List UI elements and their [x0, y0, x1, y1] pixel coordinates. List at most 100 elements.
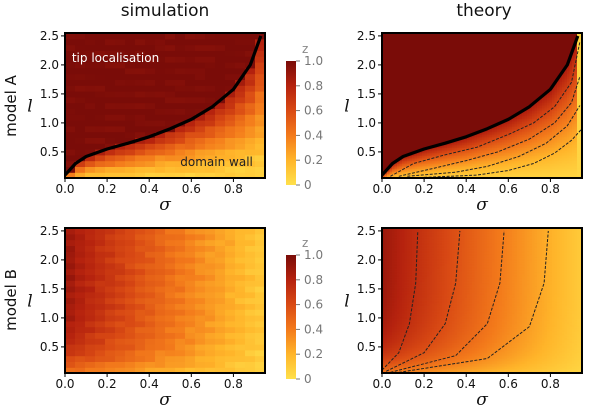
heatmap-cell — [85, 125, 96, 133]
heatmap-cell — [467, 161, 471, 165]
heatmap-cell — [494, 168, 498, 171]
heatmap-cell — [454, 57, 458, 60]
heatmap-cell — [392, 81, 396, 84]
heatmap-cell — [494, 76, 498, 79]
column-title-theory: theory — [456, 1, 511, 21]
heatmap-cell — [422, 99, 426, 102]
heatmap-cell — [424, 129, 428, 132]
heatmap-cell — [442, 74, 446, 78]
heatmap-cell — [95, 85, 106, 92]
heatmap-cell — [444, 123, 448, 126]
heatmap-cell — [497, 128, 501, 131]
heatmap-cell — [494, 128, 498, 131]
heatmap-cell — [419, 102, 423, 105]
heatmap-cell — [439, 128, 443, 131]
heatmap-cell — [467, 105, 471, 108]
heatmap-cell — [399, 149, 403, 152]
heatmap-cell — [205, 137, 216, 144]
heatmap-cell — [419, 116, 423, 119]
heatmap-cell — [417, 74, 421, 78]
heatmap-cell — [432, 107, 436, 110]
heatmap-cell — [459, 142, 463, 145]
heatmap-cell — [175, 56, 186, 63]
heatmap-cell — [412, 52, 416, 55]
heatmap-cell — [414, 116, 418, 119]
heatmap-cell — [399, 140, 403, 144]
heatmap-cell — [497, 33, 501, 36]
heatmap-cell — [412, 76, 416, 79]
heatmap-cell — [464, 65, 468, 68]
heatmap-cell — [469, 89, 473, 92]
heatmap-cell — [65, 131, 76, 138]
heatmap-cell — [484, 103, 488, 107]
heatmap-cell — [449, 44, 453, 47]
heatmap-cell — [407, 150, 411, 153]
row-title-model-b: model B — [2, 269, 20, 331]
heatmap-cell — [504, 165, 508, 168]
heatmap-cell — [499, 81, 503, 84]
heatmap-cell — [462, 168, 466, 171]
heatmap-cell — [402, 78, 406, 81]
heatmap-cell — [479, 113, 483, 116]
heatmap-cell — [417, 174, 421, 177]
heatmap-cell — [439, 33, 443, 36]
heatmap-cell — [427, 91, 431, 94]
heatmap-cell — [462, 140, 466, 144]
heatmap-cell — [497, 95, 501, 99]
heatmap-cell — [434, 160, 438, 163]
heatmap-cell — [402, 131, 406, 134]
heatmap-cell — [429, 76, 433, 79]
heatmap-cell — [422, 50, 426, 53]
heatmap-cell — [399, 144, 403, 147]
heatmap-cell — [402, 74, 406, 78]
heatmap-cell — [437, 58, 441, 61]
heatmap-cell — [387, 60, 391, 63]
heatmap-cell — [414, 94, 418, 97]
heatmap-cell — [497, 58, 501, 61]
heatmap-cell — [392, 42, 396, 45]
heatmap-cell — [185, 44, 196, 51]
heatmap-cell — [185, 79, 196, 86]
heatmap-cell — [422, 68, 426, 71]
heatmap-cell — [417, 65, 421, 68]
heatmap-cell — [434, 65, 438, 68]
heatmap-cell — [384, 36, 388, 39]
heatmap-cell — [225, 102, 236, 109]
heatmap-cell — [429, 57, 433, 60]
heatmap-cell — [462, 62, 466, 65]
heatmap-cell — [467, 60, 471, 63]
heatmap-cell — [442, 45, 446, 49]
heatmap-cell — [387, 34, 391, 37]
heatmap-cell — [467, 140, 471, 144]
heatmap-cell — [427, 73, 431, 76]
heatmap-cell — [412, 137, 416, 140]
heatmap-cell — [487, 142, 491, 145]
heatmap-cell — [462, 111, 466, 115]
heatmap-cell — [424, 68, 428, 71]
heatmap-cell — [387, 53, 391, 57]
heatmap-cell — [454, 92, 458, 95]
heatmap-cell — [444, 66, 448, 70]
heatmap-cell — [452, 134, 456, 137]
heatmap-cell — [474, 82, 478, 86]
heatmap-cell — [397, 47, 401, 50]
heatmap-cell — [464, 95, 468, 99]
heatmap-cell — [454, 129, 458, 132]
heatmap-cell — [444, 137, 448, 140]
heatmap-cell — [494, 173, 498, 176]
heatmap-cell — [479, 92, 483, 95]
heatmap-cell — [454, 157, 458, 160]
heatmap-cell — [474, 57, 478, 60]
heatmap-cell — [502, 103, 506, 107]
heatmap-cell — [439, 108, 443, 111]
heatmap-cell — [419, 84, 423, 87]
heatmap-cell — [397, 81, 401, 84]
heatmap-cell — [479, 163, 483, 166]
heatmap-cell — [494, 115, 498, 118]
heatmap-cell — [464, 74, 468, 78]
heatmap-cell — [404, 124, 408, 128]
heatmap-cell — [384, 126, 388, 129]
heatmap-cell — [392, 94, 396, 97]
heatmap-cell — [447, 49, 451, 52]
heatmap-cell — [429, 128, 433, 131]
